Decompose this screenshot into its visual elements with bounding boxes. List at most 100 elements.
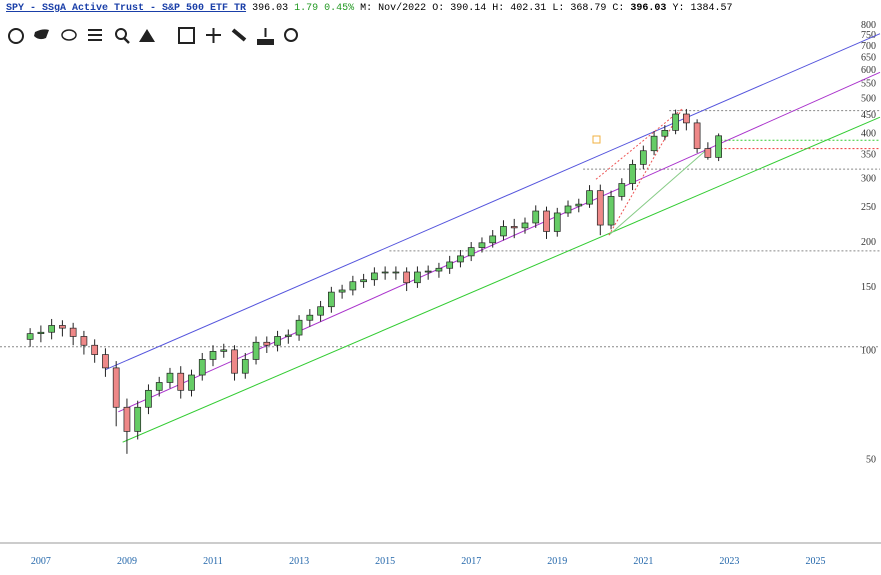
x-tick-label: 2021 bbox=[633, 556, 653, 567]
y-tick-label: 600 bbox=[861, 65, 876, 76]
candle-body bbox=[360, 279, 367, 283]
toolbar bbox=[8, 27, 298, 45]
x-tick-label: 2007 bbox=[31, 556, 51, 567]
trend-line bbox=[595, 108, 683, 180]
candle-body bbox=[317, 306, 324, 316]
icon-search[interactable] bbox=[115, 28, 127, 40]
icon-dashboard[interactable] bbox=[8, 28, 24, 44]
y-tick-label: 150 bbox=[861, 282, 876, 293]
marker bbox=[592, 135, 601, 144]
candle-body bbox=[220, 349, 228, 352]
y-tick-label: 700 bbox=[861, 41, 876, 52]
candle-body bbox=[683, 113, 690, 124]
y-tick-label: 800 bbox=[861, 20, 876, 31]
candle-body bbox=[629, 164, 636, 184]
candle-body bbox=[166, 372, 174, 383]
icon-move[interactable] bbox=[206, 28, 221, 43]
candle-body bbox=[134, 406, 142, 432]
candle-body bbox=[59, 325, 66, 329]
candle-body bbox=[381, 271, 389, 274]
candle-body bbox=[446, 261, 454, 269]
icon-shape[interactable] bbox=[139, 29, 155, 42]
candle-body bbox=[327, 291, 335, 308]
icon-refresh[interactable] bbox=[284, 28, 298, 42]
candle-body bbox=[414, 271, 421, 284]
candle-body bbox=[188, 374, 195, 391]
y-tick-label: 350 bbox=[861, 149, 876, 160]
candle-body bbox=[274, 336, 281, 346]
candle-body bbox=[263, 341, 271, 346]
period: M: Nov/2022 bbox=[360, 3, 427, 14]
candle-body bbox=[467, 247, 475, 257]
icon-link[interactable] bbox=[231, 28, 247, 42]
candle-body bbox=[521, 222, 529, 229]
trend-line bbox=[122, 116, 881, 443]
candle-body bbox=[80, 336, 88, 346]
field-label: H: bbox=[492, 3, 505, 14]
field-value: 368.79 bbox=[570, 3, 607, 14]
y-tick-label: 300 bbox=[861, 174, 876, 185]
trend-line bbox=[608, 148, 709, 236]
candle-body bbox=[338, 289, 346, 293]
ohlc-fields: O: 390.14 H: 402.31 L: 368.79 C: 396.03 … bbox=[432, 3, 732, 14]
y-tick-label: 650 bbox=[861, 52, 876, 63]
x-tick-label: 2011 bbox=[203, 556, 223, 567]
x-tick-label: 2015 bbox=[375, 556, 395, 567]
field-value: 396.03 bbox=[630, 3, 667, 14]
candle-body bbox=[252, 341, 260, 360]
last: 396.03 bbox=[252, 3, 289, 14]
x-tick-label: 2025 bbox=[805, 556, 825, 567]
candle-body bbox=[586, 190, 593, 205]
candle-body bbox=[155, 382, 163, 391]
candle-body bbox=[48, 325, 55, 333]
candle-body bbox=[596, 190, 604, 226]
candle-body bbox=[112, 367, 120, 408]
field-label: O: bbox=[432, 3, 445, 14]
x-tick-label: 2013 bbox=[289, 556, 309, 567]
y-tick-label: 450 bbox=[861, 110, 876, 121]
candle-body bbox=[145, 389, 152, 408]
candle-body bbox=[26, 333, 34, 340]
candle-body bbox=[241, 359, 249, 374]
y-tick-label: 550 bbox=[861, 79, 876, 90]
y-tick-label: 750 bbox=[861, 30, 876, 41]
icon-calendar[interactable] bbox=[178, 27, 195, 44]
icon-twitter[interactable] bbox=[34, 29, 49, 40]
candle-body bbox=[553, 212, 561, 232]
y-tick-label: 200 bbox=[861, 237, 876, 248]
candle-body bbox=[295, 319, 303, 336]
candle-body bbox=[123, 406, 131, 432]
field-value: 402.31 bbox=[510, 3, 547, 14]
field-value: 390.14 bbox=[450, 3, 487, 14]
icon-comment[interactable] bbox=[61, 29, 77, 41]
y-tick-label: 500 bbox=[861, 94, 876, 105]
icon-download[interactable] bbox=[257, 28, 274, 45]
candle-body bbox=[639, 150, 647, 165]
candle-body bbox=[543, 210, 550, 232]
field-label: C: bbox=[612, 3, 625, 14]
candle-body bbox=[672, 113, 679, 131]
candle-body bbox=[371, 272, 378, 281]
y-tick-label: 400 bbox=[861, 129, 876, 140]
y-tick-label: 100 bbox=[861, 346, 876, 357]
candle-body bbox=[349, 281, 357, 291]
candle-body bbox=[575, 203, 583, 207]
x-tick-label: 2017 bbox=[461, 556, 481, 567]
x-tick-label: 2019 bbox=[547, 556, 567, 567]
candle-body bbox=[403, 271, 411, 284]
header: SPY - SSgA Active Trust - S&P 500 ETF TR… bbox=[6, 3, 732, 14]
change: 1.79 bbox=[294, 3, 319, 14]
candle-body bbox=[704, 148, 712, 158]
candle-body bbox=[37, 331, 45, 334]
trend-line bbox=[105, 33, 881, 371]
symbol-title[interactable]: SPY - SSgA Active Trust - S&P 500 ETF TR bbox=[6, 3, 247, 14]
y-tick-label: 50 bbox=[866, 454, 876, 465]
candle-body bbox=[198, 359, 206, 376]
candle-body bbox=[500, 226, 507, 237]
candle-body bbox=[102, 354, 109, 369]
candle-body bbox=[607, 196, 615, 226]
icon-list[interactable] bbox=[88, 29, 102, 41]
candle-body bbox=[715, 135, 722, 158]
candle-body bbox=[435, 267, 443, 272]
